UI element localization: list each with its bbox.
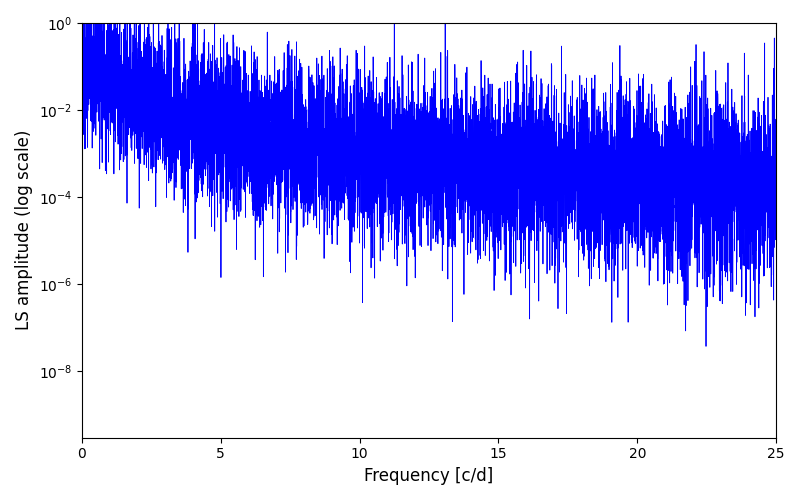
X-axis label: Frequency [c/d]: Frequency [c/d] — [364, 467, 494, 485]
Y-axis label: LS amplitude (log scale): LS amplitude (log scale) — [15, 130, 33, 330]
